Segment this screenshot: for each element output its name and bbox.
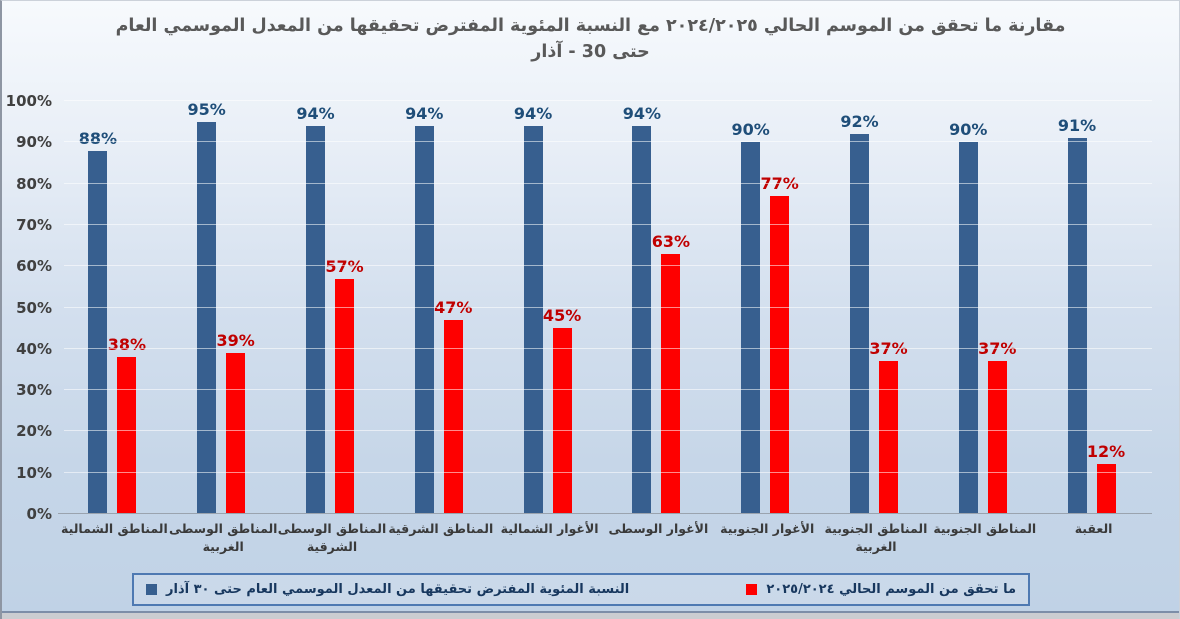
gridline xyxy=(64,182,1152,184)
y-axis: 0% 10% 20% 30% 40% 50% 60% 70% 80% 90% 100% xyxy=(2,92,58,523)
gridline xyxy=(64,100,1152,101)
legend-label-expected: النسبة المئوية المفترض تحقيقها من المعدل… xyxy=(166,582,630,597)
value-label: 95% xyxy=(187,99,226,119)
y-tick-label: 40% xyxy=(16,339,52,358)
bar-expected: 90% xyxy=(732,120,770,514)
bar-achieved: 45% xyxy=(543,306,581,514)
bars-layer: 88% 38% 95% 39% 94% 57% 94% 47% 94% 45% 94% 63% 90% 7… xyxy=(64,100,1152,514)
legend-entry-achieved: ما تحقق من الموسم الحالي ٢٠٢٥/٢٠٢٤ xyxy=(746,582,1016,597)
bar-group: 88% 38% xyxy=(58,101,167,514)
bar-group: 91% 12% xyxy=(1037,101,1146,514)
bar-achieved: 38% xyxy=(108,335,146,514)
value-label: 39% xyxy=(216,330,255,350)
category-label: المناطق الوسطى الغربية xyxy=(168,521,278,555)
legend-marker-expected-icon xyxy=(146,584,157,595)
bar-expected: 92% xyxy=(840,112,879,514)
category-label: الأغوار الشمالية xyxy=(500,521,599,536)
category-label: المناطق الجنوبية الغربية xyxy=(824,521,928,555)
gridline xyxy=(64,223,1152,225)
bar-group: 90% 37% xyxy=(928,101,1037,514)
value-label: 94% xyxy=(513,103,553,123)
bar-group: 92% 37% xyxy=(820,101,929,514)
bar-expected: 94% xyxy=(514,104,552,514)
bar-expected: 91% xyxy=(1058,116,1096,514)
bar-group: 95% 39% xyxy=(167,100,276,514)
gridline xyxy=(64,471,1152,473)
value-label: 90% xyxy=(949,120,988,140)
bar-group: 94% 47% xyxy=(384,101,493,514)
value-label: 94% xyxy=(622,103,662,123)
value-label: 94% xyxy=(296,103,335,123)
y-tick-label: 20% xyxy=(16,422,52,441)
value-label: 45% xyxy=(542,306,582,326)
y-tick-label: 70% xyxy=(16,215,52,234)
chart-title-line2: حتى 30 - آذار xyxy=(531,42,650,62)
y-tick-label: 0% xyxy=(26,505,52,523)
category-label: المناطق الجنوبية xyxy=(933,521,1037,536)
bar-expected: 90% xyxy=(949,120,987,514)
value-label: 38% xyxy=(107,335,147,355)
chart-title-line1: مقارنة ما تحقق من الموسم الحالي ٢٠٢٤/٢٠٢… xyxy=(115,16,1066,36)
bar-group: 94% 63% xyxy=(602,101,711,514)
chart-title: مقارنة ما تحقق من الموسم الحالي ٢٠٢٤/٢٠٢… xyxy=(2,13,1179,65)
bar-group: 90% 77% xyxy=(711,101,820,514)
category-label: المناطق الشمالية xyxy=(61,521,168,536)
gridline xyxy=(64,141,1152,143)
gridline xyxy=(64,347,1152,349)
gridline xyxy=(64,265,1152,267)
bar-achieved: 63% xyxy=(652,232,690,514)
bar-expected: 88% xyxy=(79,129,117,514)
bar-expected: 95% xyxy=(188,100,226,514)
gridline xyxy=(64,430,1152,432)
bar-achieved: 47% xyxy=(434,298,472,514)
x-axis-line xyxy=(58,513,1152,514)
gridline xyxy=(64,389,1152,391)
legend-entry-expected: النسبة المئوية المفترض تحقيقها من المعدل… xyxy=(146,582,629,597)
bar-achieved: 37% xyxy=(869,339,908,514)
y-tick-label: 100% xyxy=(5,92,52,110)
value-label: 94% xyxy=(405,103,444,123)
category-label: الأغوار الجنوبية xyxy=(720,521,815,536)
value-label: 91% xyxy=(1057,116,1097,136)
category-label: المناطق الوسطى الشرقية xyxy=(277,521,387,555)
bar-expected: 94% xyxy=(405,104,443,514)
category-row: المناطق الشمالية المناطق الوسطى الغربية ال… xyxy=(61,520,1152,556)
value-label: 12% xyxy=(1086,442,1126,462)
bar-achieved: 12% xyxy=(1087,442,1125,514)
value-label: 63% xyxy=(651,231,691,251)
bar-group: 94% 45% xyxy=(493,101,602,514)
legend-label-achieved: ما تحقق من الموسم الحالي ٢٠٢٥/٢٠٢٤ xyxy=(766,582,1016,597)
bar-achieved: 57% xyxy=(325,257,364,514)
bar-expected: 94% xyxy=(296,104,335,514)
legend-marker-achieved-icon xyxy=(746,584,758,595)
legend-box: ما تحقق من الموسم الحالي ٢٠٢٥/٢٠٢٤ النسب… xyxy=(132,573,1030,606)
y-tick-label: 10% xyxy=(16,463,52,482)
value-label: 92% xyxy=(840,112,879,132)
bar-achieved: 37% xyxy=(978,339,1016,514)
chart-bottom-edge xyxy=(2,611,1179,619)
y-tick-label: 80% xyxy=(16,174,52,193)
gridline xyxy=(64,306,1152,308)
bar-achieved: 77% xyxy=(761,174,799,514)
y-tick-label: 50% xyxy=(16,298,52,317)
value-label: 90% xyxy=(731,120,770,140)
category-label: الأغوار الوسطى xyxy=(608,521,709,536)
bar-group: 94% 57% xyxy=(276,101,385,514)
y-tick-label: 30% xyxy=(16,381,52,400)
bar-achieved: 39% xyxy=(217,331,255,514)
y-tick-label: 60% xyxy=(16,257,52,276)
value-label: 88% xyxy=(78,128,118,148)
y-tick-label: 90% xyxy=(16,133,52,152)
category-label: المناطق الشرقية xyxy=(388,521,494,536)
bar-expected: 94% xyxy=(623,104,661,514)
plot-area: 88% 38% 95% 39% 94% 57% 94% 47% 94% 45% 94% 63% 90% 7… xyxy=(58,100,1152,514)
category-label: العقبة xyxy=(1074,521,1113,536)
